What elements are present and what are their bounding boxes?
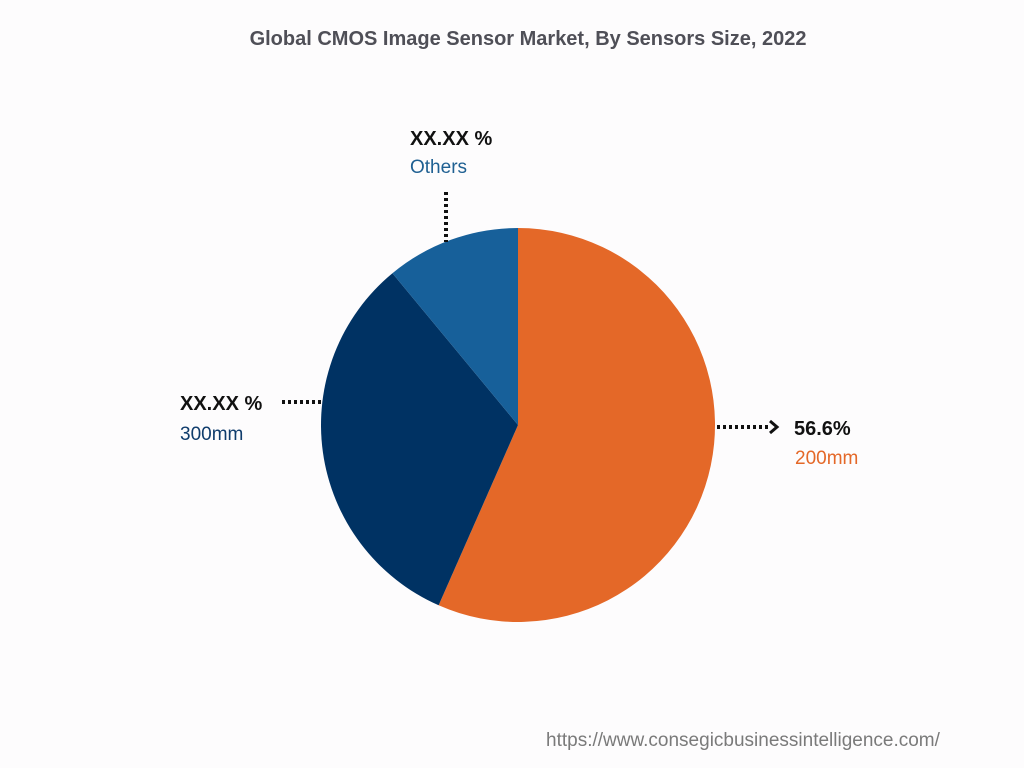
slice-name-label-others: Others bbox=[410, 157, 468, 178]
chart-title: Global CMOS Image Sensor Market, By Sens… bbox=[249, 28, 807, 50]
pie-slices bbox=[321, 228, 716, 623]
slice-value-label-200mm: 56.6% bbox=[794, 418, 851, 440]
source-url: https://www.consegicbusinessintelligence… bbox=[546, 730, 940, 751]
pie-slice-others bbox=[392, 228, 518, 425]
leader-lines bbox=[282, 192, 770, 429]
pie-slice-300mm bbox=[321, 273, 518, 606]
slice-value-label-300mm: XX.XX % bbox=[180, 393, 263, 415]
slice-name-label-300mm: 300mm bbox=[180, 424, 244, 445]
pie-slice-200mm bbox=[438, 228, 716, 623]
slice-value-label-others: XX.XX % bbox=[410, 128, 493, 150]
slice-name-label-200mm: 200mm bbox=[795, 448, 859, 469]
arrow-head-200mm bbox=[769, 419, 780, 435]
